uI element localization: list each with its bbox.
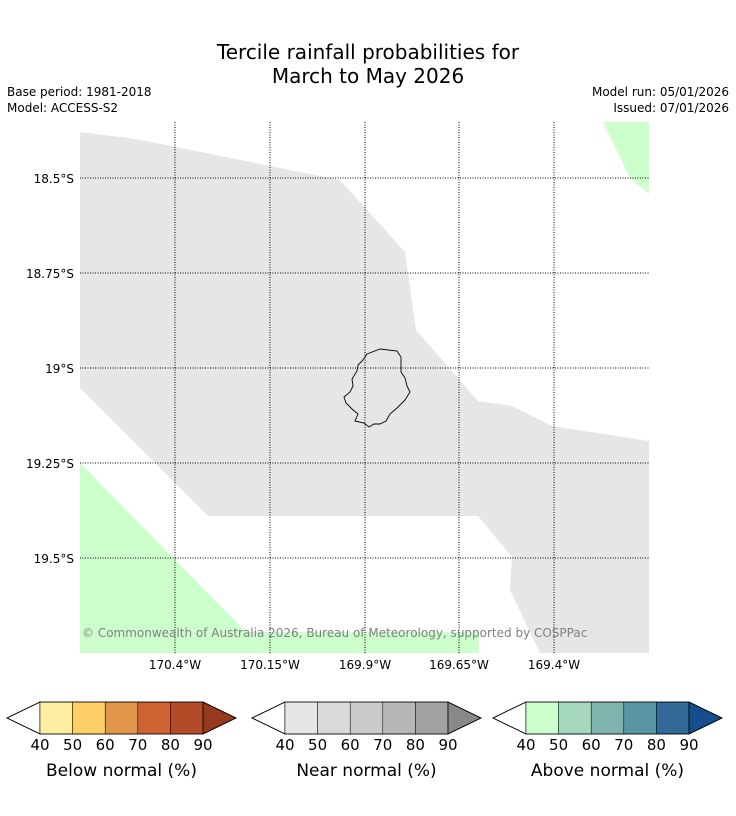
colorbar-tick-label: 40 <box>30 736 50 754</box>
colorbar-near <box>251 701 482 735</box>
colorbar-lower-extension <box>492 701 527 735</box>
colorbar-lower-extension <box>251 701 286 735</box>
copyright-notice: © Commonwealth of Australia 2026, Bureau… <box>82 626 587 640</box>
colorbar-segment <box>72 701 106 735</box>
map-title-line2: March to May 2026 <box>271 64 465 88</box>
lon-label: 170.15°W <box>240 658 300 672</box>
colorbar-tick-label: 80 <box>405 736 425 754</box>
colorbar-tick-label: 50 <box>549 736 569 754</box>
lat-label: 19.5°S <box>34 552 74 566</box>
longitude-labels: 170.4°W 170.15°W 169.9°W 169.65°W 169.4°… <box>149 658 580 672</box>
lat-label: 18.75°S <box>26 267 74 281</box>
colorbar-tick-label: 80 <box>160 736 180 754</box>
colorbar-segment <box>558 701 592 735</box>
base-period: Base period: 1981-2018 <box>7 85 152 99</box>
colorbar-tick-label: 90 <box>438 736 458 754</box>
colorbar-outline <box>6 701 237 735</box>
colorbar-segment <box>170 701 204 735</box>
colorbar-segment <box>349 701 384 735</box>
lon-label: 169.9°W <box>339 658 391 672</box>
colorbar-legend <box>6 701 723 735</box>
colorbar-tick-label: 50 <box>308 736 328 754</box>
lat-label: 19.25°S <box>26 457 74 471</box>
colorbar-segment <box>525 701 559 735</box>
colorbar-above <box>492 701 723 735</box>
above-normal-region-sw <box>80 463 479 653</box>
colorbar-lower-extension <box>6 701 41 735</box>
latitude-labels: 18.5°S 18.75°S 19°S 19.25°S 19.5°S <box>26 172 74 566</box>
colorbar-outline <box>251 701 482 735</box>
model-name: Model: ACCESS-S2 <box>7 101 119 115</box>
gridlines <box>80 122 649 653</box>
model-run: Model run: 05/01/2026 <box>591 85 729 99</box>
colorbar-segment <box>104 701 139 735</box>
map-panel <box>80 122 649 653</box>
colorbar-tick-label: 40 <box>516 736 536 754</box>
colorbar-segment <box>623 701 657 735</box>
colorbar-segment <box>137 701 171 735</box>
colorbar-segment <box>39 701 73 735</box>
lon-label: 170.4°W <box>149 658 201 672</box>
colorbar-tick-label: 60 <box>95 736 115 754</box>
colorbar-tick-label: 90 <box>679 736 699 754</box>
colorbar-tick-label: 40 <box>275 736 295 754</box>
colorbar-below <box>6 701 237 735</box>
colorbar-segment <box>590 701 625 735</box>
colorbar-label-below: Below normal (%) <box>46 761 197 781</box>
colorbar-tick-label: 60 <box>581 736 601 754</box>
colorbar-tick-label: 60 <box>340 736 360 754</box>
colorbar-upper-extension <box>202 701 237 735</box>
colorbar-segment <box>415 701 449 735</box>
colorbar-segment <box>317 701 351 735</box>
above-normal-region-ne <box>603 122 649 194</box>
issued-date: Issued: 07/01/2026 <box>613 101 729 115</box>
colorbar-segment <box>382 701 416 735</box>
colorbar-tick-label: 70 <box>614 736 634 754</box>
colorbar-tick-label: 70 <box>373 736 393 754</box>
colorbar-tick-label: 80 <box>646 736 666 754</box>
colorbar-tick-label: 90 <box>193 736 213 754</box>
island-coastline <box>343 348 411 428</box>
colorbar-segment <box>284 701 318 735</box>
map-title-line1: Tercile rainfall probabilities for <box>216 40 520 64</box>
lat-label: 19°S <box>45 362 74 376</box>
lat-label: 18.5°S <box>34 172 74 186</box>
colorbar-label-near: Near normal (%) <box>296 761 437 781</box>
colorbar-label-above: Above normal (%) <box>530 761 685 781</box>
colorbar-segment <box>656 701 690 735</box>
colorbar-outline <box>492 701 723 735</box>
colorbar-tick-label: 70 <box>128 736 148 754</box>
colorbar-tick-label: 50 <box>63 736 83 754</box>
colorbar-upper-extension <box>688 701 723 735</box>
lon-label: 169.4°W <box>528 658 580 672</box>
lon-label: 169.65°W <box>429 658 489 672</box>
colorbar-upper-extension <box>447 701 482 735</box>
